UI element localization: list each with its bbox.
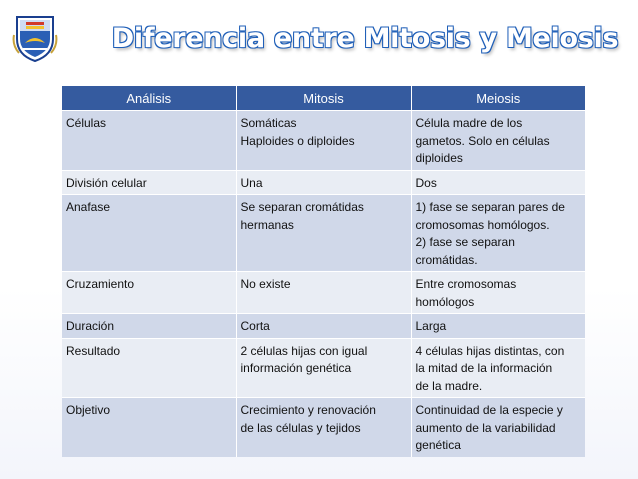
cell-text-line: Somáticas <box>240 116 297 130</box>
cell-text-line: No existe <box>240 277 291 291</box>
analisis-cell: División celular <box>62 169 237 195</box>
mitosis-cell: Una <box>236 169 412 195</box>
meiosis-cell: Célula madre de los gametos. Solo en célu… <box>411 110 585 170</box>
cell-text-line: Célula madre de los <box>415 116 523 130</box>
cell-text-line: Dos <box>415 175 437 190</box>
meiosis-cell: 4 células hijas distintas, con la mitad d… <box>411 337 585 398</box>
cell-text-line: gametos. Solo en células <box>415 133 550 148</box>
cell-text-line: División celular <box>66 175 147 190</box>
analisis-cell: Cruzamiento <box>62 271 237 314</box>
table-row: Células Somáticas Haploides o diploides Cél… <box>62 110 585 170</box>
table-row: Cruzamiento No existe Entre cromosomas homó… <box>62 271 585 314</box>
analisis-cell: Objetivo <box>62 397 237 457</box>
cell-text-line: Células <box>66 116 107 130</box>
cell-text-line: la mitad de la información <box>415 361 553 375</box>
cell-text-line: genética <box>415 438 461 452</box>
mitosis-cell: No existe <box>236 271 412 314</box>
mitosis-cell: Se separan cromátidas hermanas <box>236 194 412 272</box>
mitosis-cell: Crecimiento y renovación de las células y… <box>236 397 412 457</box>
analisis-cell: Resultado <box>62 337 237 398</box>
mitosis-cell: Corta <box>236 313 412 338</box>
page-title: Diferencia entre Mitosis y Meiosis <box>111 22 619 55</box>
cell-text-line: 4 células hijas distintas, con <box>415 343 565 358</box>
cell-text-line: Haploides o diploides <box>240 133 355 148</box>
mitosis-cell: 2 células hijas con igual información gen… <box>236 337 412 398</box>
meiosis-cell: Larga <box>411 313 585 338</box>
header-meiosis: Meiosis <box>411 86 585 111</box>
header-mitosis: Mitosis <box>236 86 412 111</box>
cell-text-line: diploides <box>415 151 463 165</box>
table-body: Células Somáticas Haploides o diploides Cél… <box>62 110 585 457</box>
cell-text-line: Duración <box>66 319 115 333</box>
meiosis-cell: Entre cromosomas homólogos <box>411 271 585 314</box>
meiosis-cell: 1) fase se separan pares de cromosomas ho… <box>411 194 585 272</box>
meiosis-cell: Continuidad de la especie y aumento de la… <box>411 397 585 457</box>
cell-text-line: Resultado <box>66 343 121 358</box>
cell-text-line: de la madre. <box>415 378 483 393</box>
cell-text-line: homólogos <box>415 294 475 309</box>
meiosis-cell: Dos <box>411 169 585 195</box>
cell-text-line: Crecimiento y renovación <box>240 403 376 417</box>
cell-text-line: Objetivo <box>66 403 111 417</box>
cell-text-line: 2 células hijas con igual <box>240 343 368 358</box>
table-row: Resultado 2 células hijas con igual inform… <box>62 337 585 398</box>
analisis-cell: Células <box>62 110 237 170</box>
cell-text-line: Se separan cromátidas <box>240 200 364 214</box>
cell-text-line: Una <box>240 175 263 190</box>
analisis-cell: Anafase <box>62 194 237 272</box>
cell-text-line: hermanas <box>240 217 294 232</box>
cell-text-line: de las células y tejidos <box>240 420 361 435</box>
cell-text-line: cromátidas. <box>415 252 478 267</box>
cell-text-line: Cruzamiento <box>66 277 135 291</box>
table-row: Duración Corta Larga <box>62 313 585 338</box>
mitosis-cell: Somáticas Haploides o diploides <box>236 110 412 170</box>
table-header-row: Análisis Mitosis Meiosis <box>62 86 585 111</box>
cell-text-line: cromosomas homólogos. <box>415 217 550 232</box>
cell-text-line: 2) fase se separan <box>415 235 515 249</box>
analisis-cell: Duración <box>62 313 237 338</box>
comparison-table: Análisis Mitosis Meiosis Células Somática… <box>62 86 585 457</box>
cell-text-line: 1) fase se separan pares de <box>415 200 565 214</box>
table-row: Objetivo Crecimiento y renovación de las c… <box>62 397 585 457</box>
cell-text-line: Continuidad de la especie y <box>415 403 563 417</box>
cell-text-line: Anafase <box>66 200 111 214</box>
cell-text-line: Corta <box>240 319 270 333</box>
cell-text-line: información genética <box>240 361 352 375</box>
table-row: Anafase Se separan cromátidas hermanas 1) f… <box>62 194 585 272</box>
cell-text-line: Entre cromosomas <box>415 277 517 291</box>
table-row: División celular Una Dos <box>62 169 585 195</box>
header-analisis: Análisis <box>62 86 237 111</box>
cell-text-line: Larga <box>415 319 447 333</box>
institution-logo <box>11 13 59 63</box>
cell-text-line: aumento de la variabilidad <box>415 420 556 435</box>
